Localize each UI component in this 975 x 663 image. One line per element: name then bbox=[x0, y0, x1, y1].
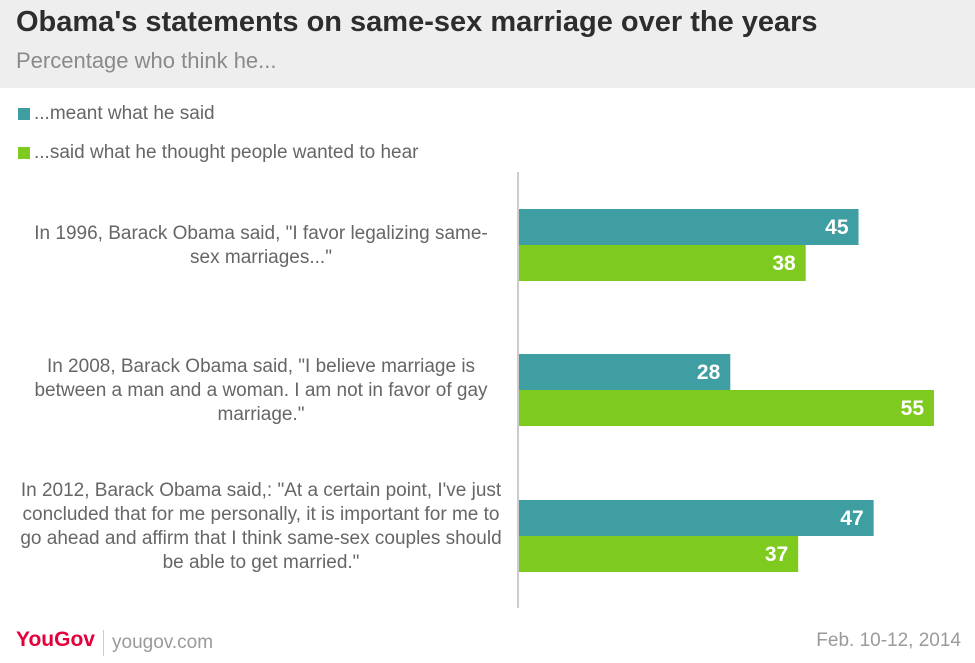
category-axis-line bbox=[517, 172, 519, 608]
category-label-1996: In 1996, Barack Obama said, "I favor leg… bbox=[34, 223, 488, 268]
legend-swatch-meant bbox=[18, 108, 30, 120]
bar-value-label-wanted-0: 38 bbox=[772, 252, 796, 275]
chart-subtitle: Percentage who think he... bbox=[16, 48, 277, 73]
bar-value-label-wanted-2: 37 bbox=[765, 543, 788, 566]
legend-swatch-wanted bbox=[18, 147, 30, 159]
bar-meant-2 bbox=[519, 500, 874, 536]
legend-label-meant: ...meant what he said bbox=[34, 103, 215, 124]
header-band: Obama's statements on same-sex marriage … bbox=[0, 0, 975, 88]
category-label-2012: In 2012, Barack Obama said,: "At a certa… bbox=[20, 480, 502, 573]
bar-meant-1 bbox=[519, 354, 731, 390]
footer-divider bbox=[103, 630, 104, 656]
bar-wanted-0 bbox=[519, 245, 806, 281]
chart-title: Obama's statements on same-sex marriage … bbox=[16, 6, 818, 38]
legend-item-meant: ...meant what he said bbox=[18, 102, 419, 126]
bar-value-label-wanted-1: 55 bbox=[901, 397, 925, 420]
legend-item-wanted: ...said what he thought people wanted to… bbox=[18, 141, 419, 165]
footer-url: yougov.com bbox=[112, 632, 214, 653]
legend-label-wanted: ...said what he thought people wanted to… bbox=[34, 142, 419, 163]
category-label-2008: In 2008, Barack Obama said, "I believe m… bbox=[34, 356, 488, 425]
bar-value-label-meant-1: 28 bbox=[697, 361, 721, 384]
bar-value-label-meant-2: 47 bbox=[840, 507, 863, 530]
legend: ...meant what he said ...said what he th… bbox=[18, 102, 419, 180]
bar-wanted-1 bbox=[519, 390, 934, 426]
bar-meant-0 bbox=[519, 209, 859, 245]
yougov-logo: YouGov bbox=[16, 628, 95, 651]
bar-value-label-meant-0: 45 bbox=[825, 216, 849, 239]
bar-wanted-2 bbox=[519, 536, 799, 572]
footer-date: Feb. 10-12, 2014 bbox=[816, 630, 961, 651]
